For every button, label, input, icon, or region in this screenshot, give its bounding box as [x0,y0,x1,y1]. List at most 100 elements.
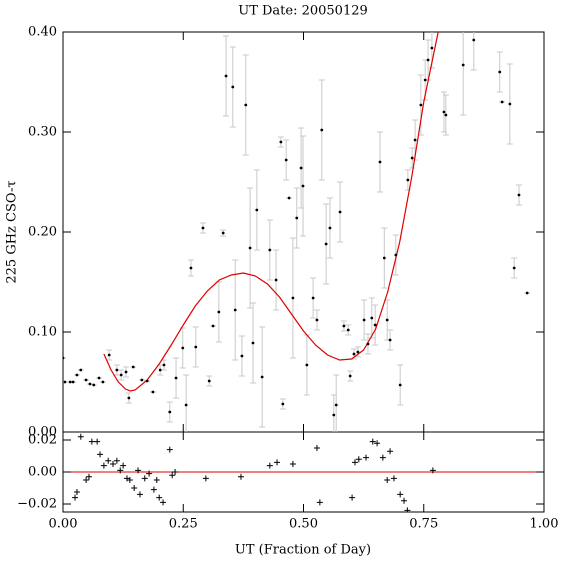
residual-point [397,491,404,498]
data-point [88,382,92,386]
chart-title: UT Date: 20050129 [238,4,368,19]
data-point [370,316,374,320]
residual-point [266,462,273,469]
x-tick-label: 0.50 [289,517,318,532]
y-tick-label: 0.40 [28,25,57,40]
data-point [320,128,324,132]
data-point [84,378,88,382]
residual-point [97,451,104,458]
data-point [251,341,255,345]
data-point [221,231,225,235]
data-point [127,396,131,400]
residual-point [387,448,394,455]
data-point [63,356,65,360]
x-tick-label: 0.75 [409,517,438,532]
data-point [398,383,402,387]
data-point [352,352,356,356]
data-point [194,345,198,349]
data-point [158,368,162,372]
y-tick-label: 0.00 [28,465,57,480]
data-point [279,140,283,144]
residual-point [316,499,323,506]
residual-area [63,433,544,512]
residual-point [369,438,376,445]
residual-point [85,473,92,480]
residual-point [289,461,296,467]
data-point [295,216,299,220]
residual-point [349,494,356,501]
residual-point [136,491,143,498]
data-point [124,370,128,374]
data-point [426,58,430,62]
data-point [71,380,75,384]
data-point [233,308,237,312]
data-point [75,373,79,377]
residual-point [94,438,101,445]
data-point [517,193,521,197]
x-tick-label: 0.25 [169,517,198,532]
data-point [217,310,221,314]
data-point [244,103,248,107]
data-point [472,38,476,42]
data-point [356,350,360,354]
data-point [382,256,386,260]
plot-area [63,32,531,432]
residual-point [363,454,370,461]
data-point [366,342,370,346]
data-point [388,338,392,342]
data-point [291,296,295,300]
data-point [348,374,352,378]
fit-curve [103,32,439,392]
residual-point [88,438,95,445]
residual-point [274,459,281,466]
residual-point [374,440,381,447]
data-point [181,346,185,350]
data-point [189,266,193,270]
residual-point [110,461,117,467]
residual-point [126,477,133,483]
data-point [92,383,96,387]
data-point [79,368,83,372]
data-point [324,242,328,246]
residual-point [100,462,107,469]
residual-point [156,494,163,501]
data-point [63,380,67,384]
residual-point [237,473,244,480]
y-axis-label: 225 GHz CSO-τ [5,180,20,283]
residual-point [384,477,391,483]
data-point [97,376,101,380]
residual-point [166,446,173,453]
data-point [346,328,350,332]
data-point [328,226,332,230]
data-point [260,375,264,379]
residual-point [313,445,320,451]
residual-point [141,475,148,482]
data-point [332,413,336,417]
residual-point [117,467,124,474]
data-point [184,403,188,407]
data-point [394,253,398,257]
data-point [406,178,410,182]
data-point [334,403,338,407]
y-tick-label: 0.00 [28,425,57,440]
y-tick-label: 0.30 [28,125,57,140]
data-point [301,184,305,188]
data-point [508,102,512,106]
data-point [168,410,172,414]
residual-point [172,469,179,475]
data-point [410,156,414,160]
data-point [101,380,105,384]
residual-point [160,499,167,506]
residual-point [72,494,79,501]
residual-point [73,489,80,495]
residual-point [401,497,408,504]
residual-point [135,467,142,474]
data-point [174,376,178,380]
data-point [119,373,123,377]
y-tick-label: 0.20 [28,225,57,240]
residual-point [113,457,120,464]
residual-point [404,507,411,512]
data-point [240,354,244,358]
data-point [284,158,288,162]
data-point [68,380,72,384]
